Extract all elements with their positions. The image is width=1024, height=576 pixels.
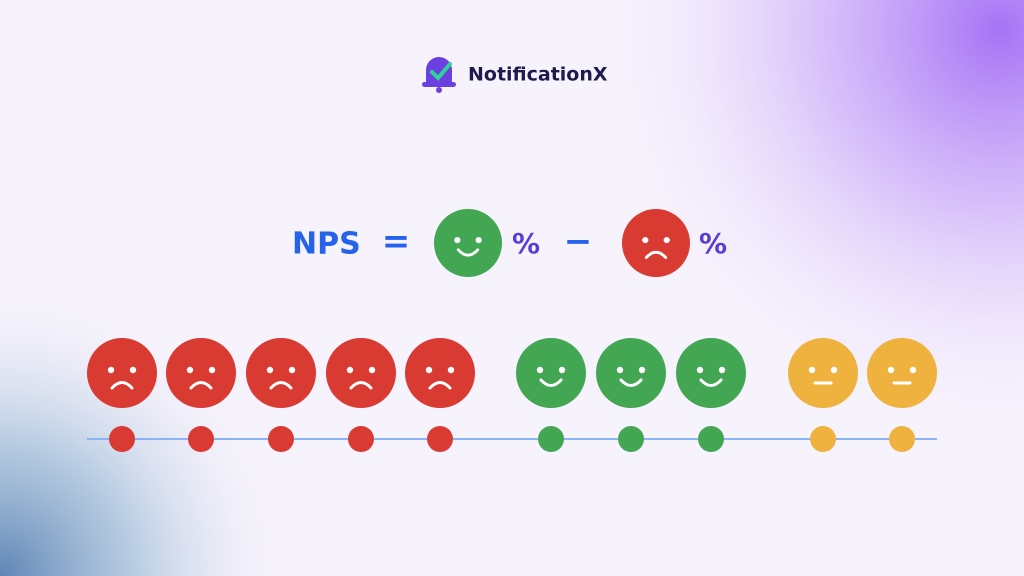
face-eye (288, 366, 296, 374)
face-circle (246, 338, 316, 408)
happy-face (434, 209, 502, 277)
face-mouth (189, 381, 213, 390)
scale-dot (427, 426, 453, 452)
scale-dot (538, 426, 564, 452)
neutral-face (867, 338, 937, 408)
face-mouth (456, 248, 480, 257)
neutral-face (788, 338, 858, 408)
face-eye (475, 236, 482, 244)
face-eye (638, 366, 646, 374)
face-eye (696, 366, 704, 374)
face-eye (663, 236, 670, 244)
face-eye (808, 366, 816, 374)
face-mouth (110, 381, 134, 390)
happy-face (596, 338, 666, 408)
face-mouth (619, 378, 643, 387)
face-circle (788, 338, 858, 408)
scale-dot (618, 426, 644, 452)
face-circle (676, 338, 746, 408)
sad-face (166, 338, 236, 408)
face-eye (186, 366, 194, 374)
face-eye (616, 366, 624, 374)
brand-logo (422, 57, 456, 93)
face-eye (447, 366, 455, 374)
face-circle (596, 338, 666, 408)
face-mouth (349, 381, 373, 390)
face-eye (107, 366, 115, 374)
happy-face (516, 338, 586, 408)
faces (87, 209, 937, 452)
scale-dot (268, 426, 294, 452)
face-eye (909, 366, 917, 374)
logo-bell-clapper (436, 87, 442, 93)
scale-dot (698, 426, 724, 452)
brand-name: NotificationX (468, 64, 608, 86)
face-mouth (539, 378, 563, 387)
face-mouth (699, 378, 723, 387)
face-circle (622, 209, 690, 277)
happy-face (676, 338, 746, 408)
sad-face (87, 338, 157, 408)
face-eye (558, 366, 566, 374)
face-circle (405, 338, 475, 408)
face-circle (166, 338, 236, 408)
face-eye (718, 366, 726, 374)
face-circle (87, 338, 157, 408)
formula-unit: % (512, 227, 540, 260)
face-eye (887, 366, 895, 374)
face-circle (434, 209, 502, 277)
scale-dot (348, 426, 374, 452)
formula-label: NPS (292, 227, 361, 262)
face-eye (346, 366, 354, 374)
face-mouth (644, 250, 668, 260)
face-eye (425, 366, 433, 374)
sad-face (246, 338, 316, 408)
face-eye (208, 366, 216, 374)
logo-bell-base (422, 82, 456, 87)
logo-check (430, 62, 452, 81)
sad-face (622, 209, 690, 277)
face-mouth (428, 381, 452, 390)
sad-face (326, 338, 396, 408)
scale-dot (889, 426, 915, 452)
formula-operator: = (382, 222, 411, 262)
face-eye (454, 236, 461, 244)
face-eye (536, 366, 544, 374)
face-circle (867, 338, 937, 408)
formula-operator: − (564, 222, 593, 262)
face-eye (266, 366, 274, 374)
face-circle (516, 338, 586, 408)
face-mouth (269, 381, 293, 390)
face-circle (326, 338, 396, 408)
scale-dot (810, 426, 836, 452)
face-eye (368, 366, 376, 374)
face-eye (830, 366, 838, 374)
formula-unit: % (699, 227, 727, 260)
face-eye (129, 366, 137, 374)
sad-face (405, 338, 475, 408)
logo-bell (426, 57, 452, 84)
face-eye (642, 236, 649, 244)
scale-dot (188, 426, 214, 452)
scale-dot (109, 426, 135, 452)
